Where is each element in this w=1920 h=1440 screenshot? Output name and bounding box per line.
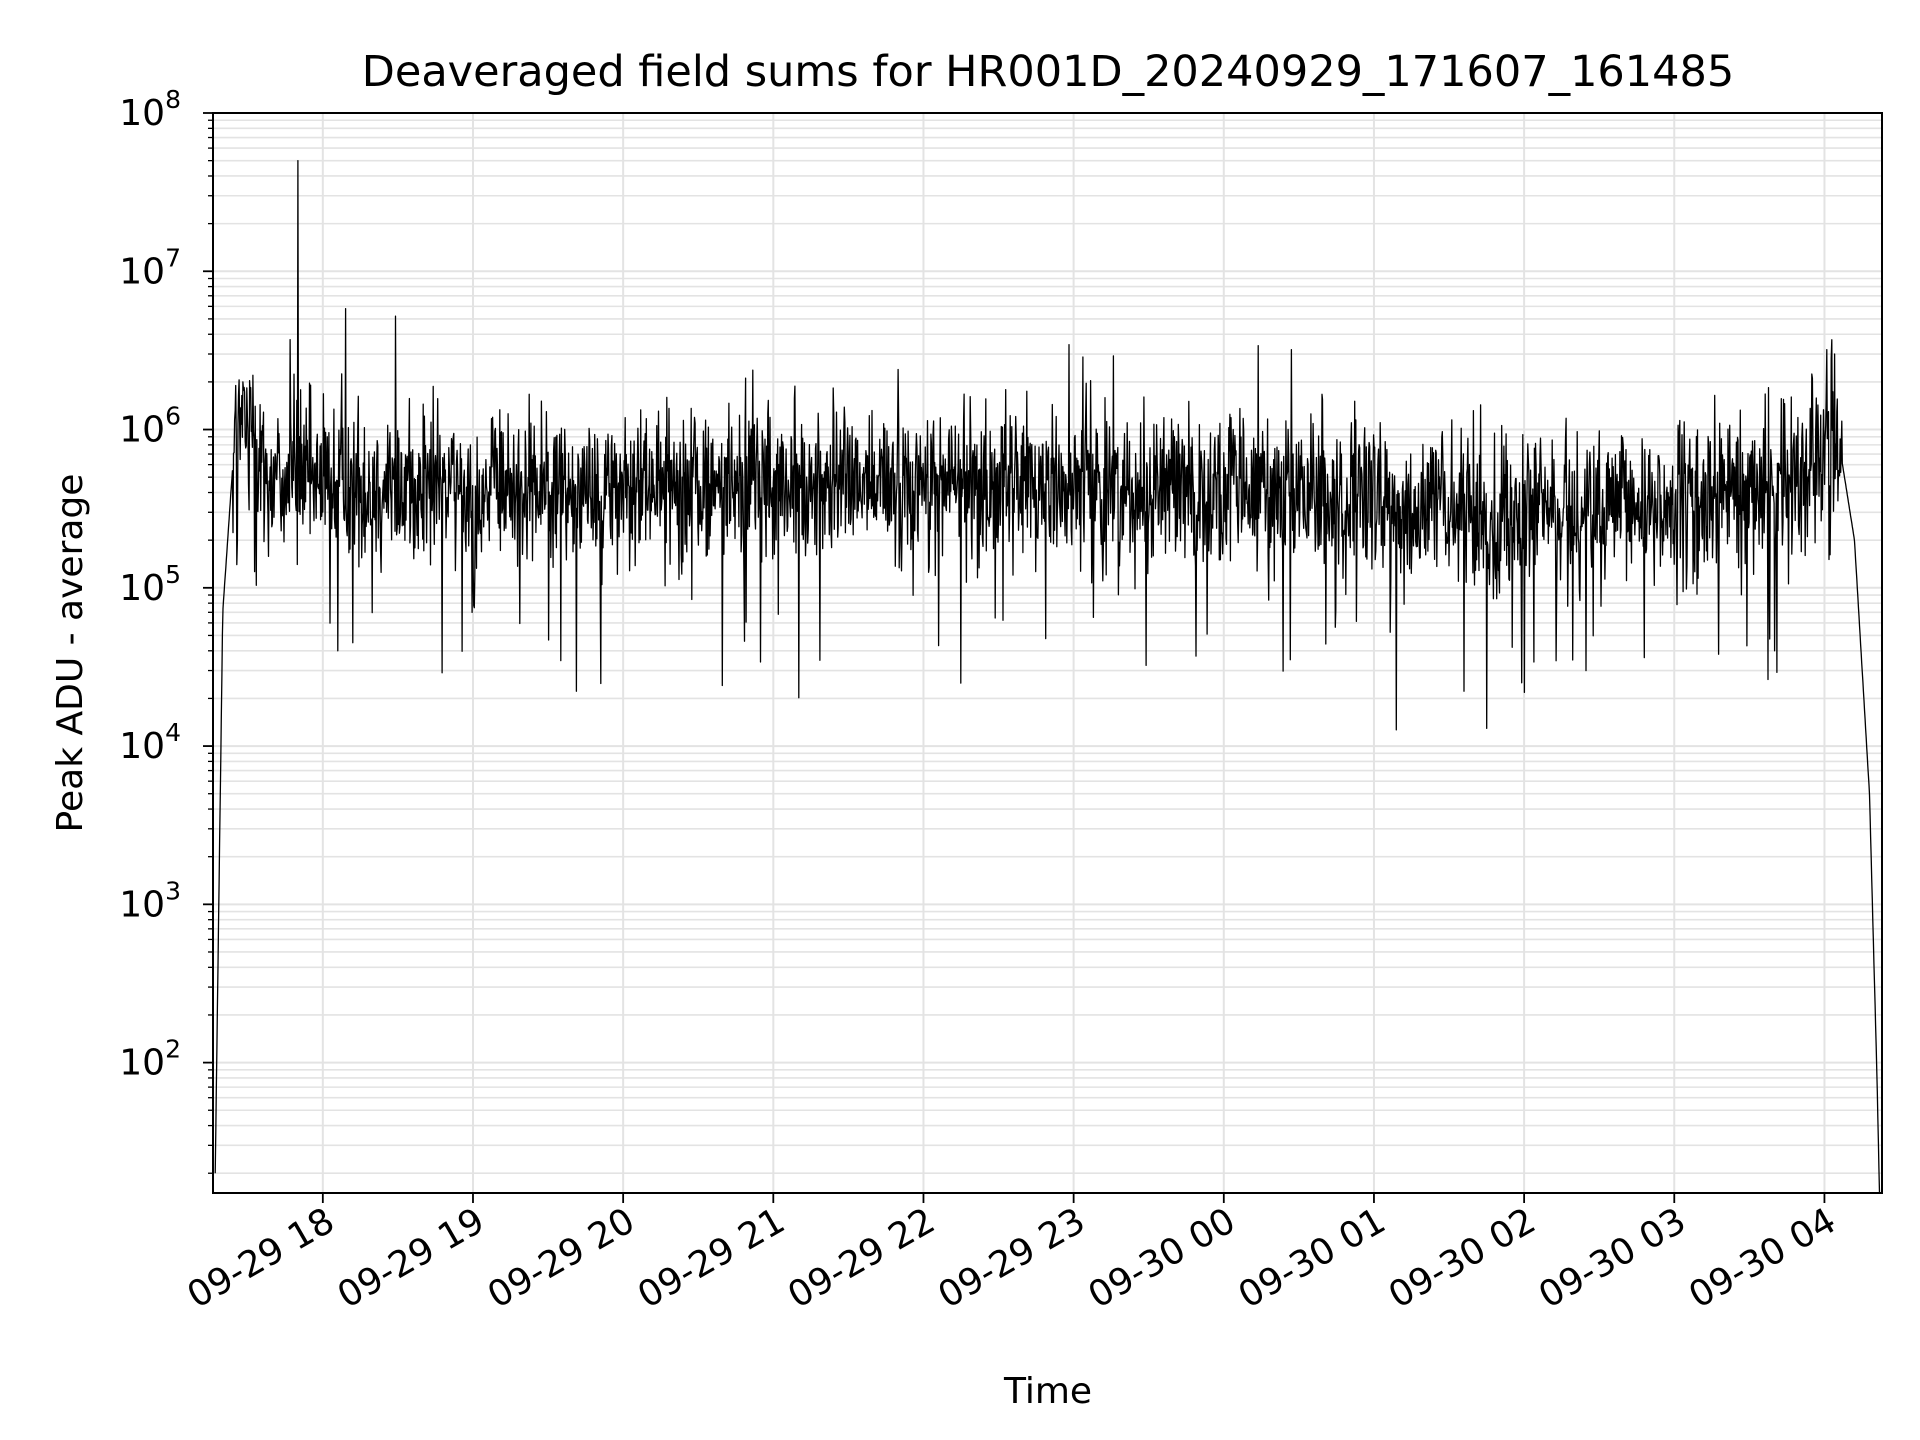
y-tick-base: 10 [119,884,165,925]
y-tick-exponent: 8 [165,85,181,114]
y-tick-base: 10 [119,410,165,451]
y-tick-exponent: 5 [165,560,181,589]
y-tick-label: 103 [119,876,181,925]
y-tick-label: 108 [119,85,181,134]
y-tick-exponent: 2 [165,1035,181,1064]
y-tick-exponent: 4 [165,718,181,747]
y-minor-grid [213,119,1882,1175]
series-line [214,159,1881,1194]
y-tick-label: 107 [119,243,181,292]
y-tick-label: 104 [119,718,181,767]
y-tick-base: 10 [119,568,165,609]
y-tick-exponent: 7 [165,243,181,272]
y-tick-base: 10 [119,726,165,767]
y-tick-exponent: 6 [165,402,181,431]
y-tick-label: 105 [119,560,181,609]
y-axis-label: Peak ADU - average [50,474,91,833]
plot-frame [212,112,1883,1194]
y-tick-exponent: 3 [165,876,181,905]
chart-title: Deaveraged field sums for HR001D_2024092… [362,47,1734,97]
y-tick-base: 10 [119,1043,165,1084]
y-tick-base: 10 [119,93,165,134]
x-axis-label: Time [1003,1371,1092,1412]
y-tick-base: 10 [119,251,165,292]
y-tick-label: 106 [119,402,181,451]
y-tick-label: 102 [119,1035,181,1084]
